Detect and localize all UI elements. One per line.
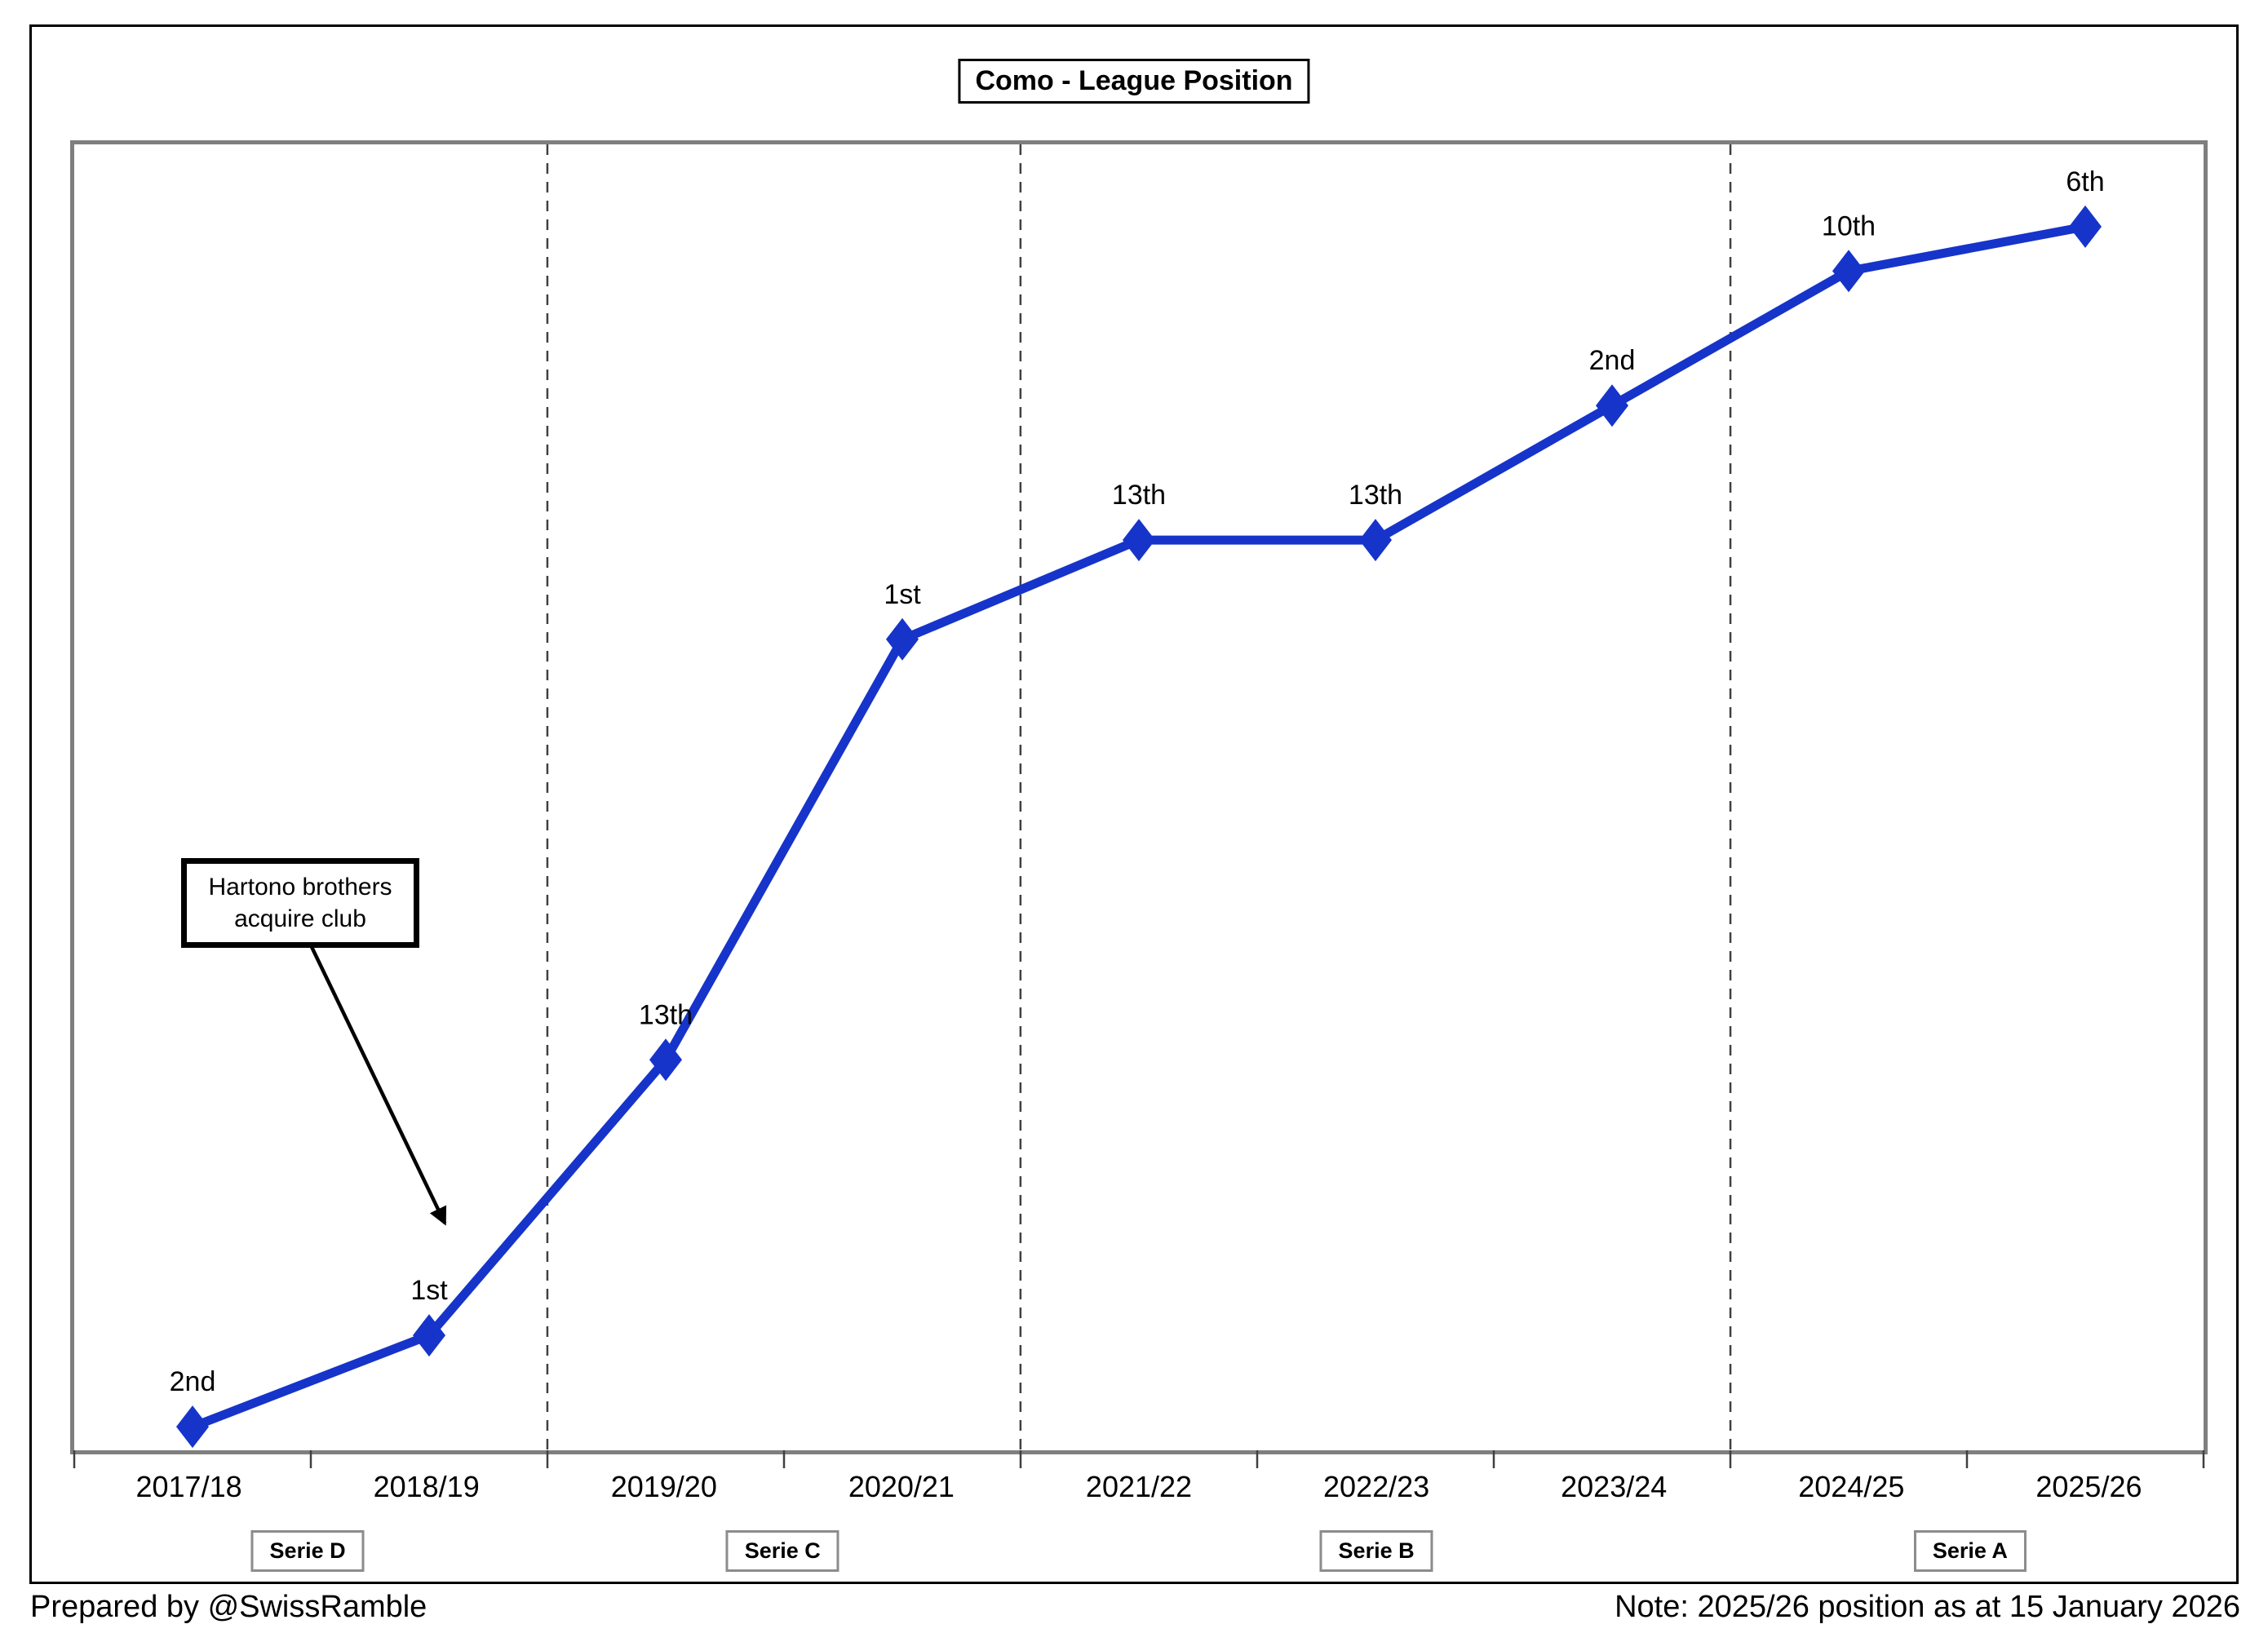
credit-text: Prepared by @SwissRamble [30, 1590, 427, 1624]
data-point-label: 1st [410, 1275, 448, 1306]
x-axis-label: 2017/18 [135, 1470, 242, 1503]
note-text: Note: 2025/26 position as at 15 January … [1615, 1590, 2240, 1624]
x-axis-labels: 2017/18 2018/19 2019/20 2020/21 2021/22 2022/… [70, 1470, 2208, 1504]
x-axis-label: 2023/24 [1561, 1470, 1668, 1503]
data-point-label: 2nd [170, 1366, 216, 1397]
tier-label-box: Serie A [1913, 1530, 2027, 1572]
data-point-marker [1123, 519, 1155, 562]
data-point-marker [1359, 519, 1392, 562]
x-axis-label: 2022/23 [1323, 1470, 1430, 1503]
data-point-label: 6th [2066, 166, 2104, 197]
data-point-marker [413, 1314, 445, 1357]
data-point-marker [649, 1038, 682, 1082]
plot-area: 2nd 1st 13th 1st 13th 13th 2nd 10th 6th [70, 140, 2208, 1468]
data-point-marker [1832, 250, 1865, 293]
x-axis-label: 2021/22 [1085, 1470, 1193, 1503]
data-point-label: 1st [884, 579, 921, 610]
tier-label-box: Serie B [1319, 1530, 1433, 1572]
chart-title: Como - League Position [958, 59, 1310, 104]
data-point-marker [886, 617, 919, 661]
x-axis-label: 2018/19 [373, 1470, 480, 1503]
x-axis-label: 2024/25 [1798, 1470, 1905, 1503]
annotation-arrow [301, 928, 447, 1226]
x-axis-label: 2019/20 [610, 1470, 717, 1503]
data-point-label: 13th [1112, 480, 1166, 511]
league-position-line [188, 222, 2090, 1432]
data-point-label: 13th [1349, 480, 1402, 511]
tier-label-box: Serie C [725, 1530, 839, 1572]
tier-label-row: Serie D Serie C Serie B Serie A [70, 1530, 2208, 1574]
league-position-chart: 2nd 1st 13th 1st 13th 13th 2nd 10th 6th [73, 144, 2205, 1468]
x-axis-label: 2020/21 [848, 1470, 955, 1503]
data-point-marker [1596, 384, 1628, 427]
data-point-label: 10th [1822, 210, 1876, 241]
data-point-label: 13th [639, 999, 693, 1030]
data-point-marker [176, 1405, 209, 1449]
data-point-label: 2nd [1589, 345, 1636, 376]
tier-label-box: Serie D [250, 1530, 365, 1572]
x-axis-label: 2025/26 [2035, 1470, 2142, 1503]
data-point-marker [2069, 205, 2102, 248]
annotation-hartono: Hartono brothers acquire club [181, 858, 419, 948]
